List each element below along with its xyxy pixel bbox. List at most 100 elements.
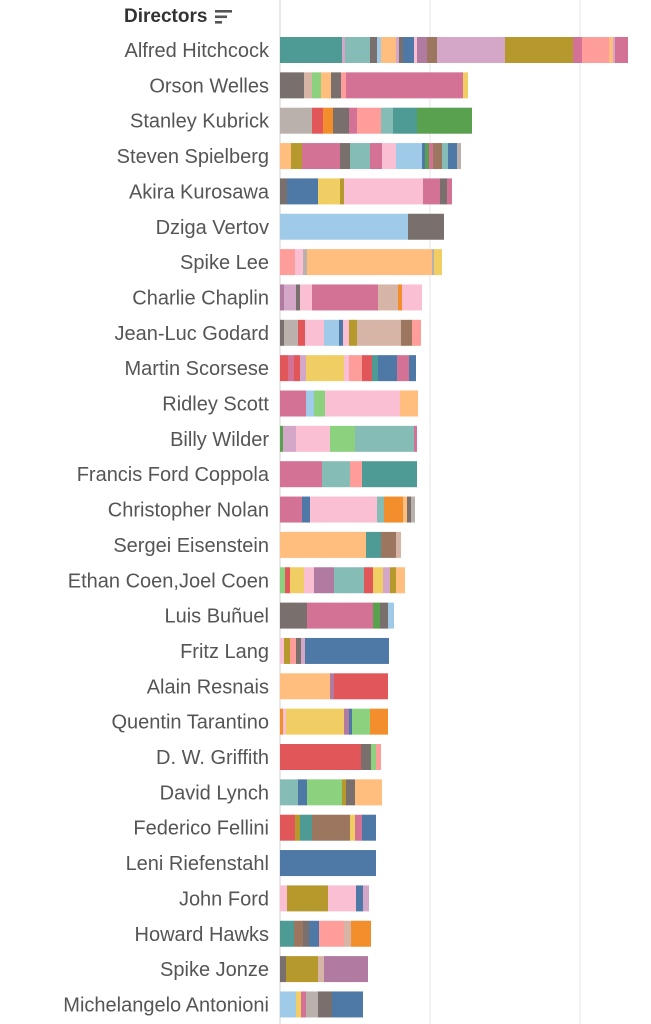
- bar-segment[interactable]: [411, 496, 415, 523]
- bar-segment[interactable]: [582, 37, 609, 63]
- bar-segment[interactable]: [312, 107, 323, 134]
- bar-segment[interactable]: [306, 390, 314, 417]
- bar-segment[interactable]: [294, 920, 303, 947]
- bar-segment[interactable]: [349, 107, 357, 134]
- bar-segment[interactable]: [339, 319, 343, 346]
- bar-segment[interactable]: [280, 744, 283, 770]
- director-bar[interactable]: [280, 178, 452, 205]
- bar-segment[interactable]: [284, 319, 298, 346]
- bar-segment[interactable]: [280, 249, 295, 276]
- director-label[interactable]: Quentin Tarantino: [111, 712, 269, 734]
- director-bar[interactable]: [280, 991, 363, 1018]
- bar-segment[interactable]: [280, 779, 298, 806]
- bar-segment[interactable]: [306, 991, 318, 1018]
- bar-segment[interactable]: [609, 37, 613, 63]
- bar-segment[interactable]: [432, 249, 434, 276]
- bar-segment[interactable]: [352, 708, 370, 735]
- bar-segment[interactable]: [362, 814, 376, 841]
- bar-segment[interactable]: [457, 143, 461, 170]
- bar-segment[interactable]: [397, 355, 409, 382]
- bar-segment[interactable]: [349, 708, 352, 735]
- director-bar[interactable]: [280, 602, 394, 629]
- bar-segment[interactable]: [613, 37, 615, 63]
- bar-segment[interactable]: [463, 72, 468, 99]
- bar-segment[interactable]: [314, 567, 334, 594]
- bar-segment[interactable]: [333, 107, 349, 134]
- bar-segment[interactable]: [280, 319, 284, 346]
- bar-segment[interactable]: [280, 850, 376, 877]
- bar-segment[interactable]: [396, 37, 399, 63]
- bar-segment[interactable]: [355, 779, 382, 806]
- bar-segment[interactable]: [284, 637, 290, 664]
- bar-segment[interactable]: [287, 178, 318, 205]
- director-label[interactable]: Sergei Eisenstein: [113, 535, 269, 557]
- director-bar[interactable]: [280, 390, 418, 417]
- director-label[interactable]: Ethan Coen,Joel Coen: [68, 570, 269, 592]
- bar-segment[interactable]: [307, 249, 432, 276]
- bar-segment[interactable]: [372, 355, 378, 382]
- bar-segment[interactable]: [296, 425, 330, 452]
- bar-segment[interactable]: [407, 496, 411, 523]
- director-label[interactable]: Dziga Vertov: [156, 217, 269, 239]
- bar-segment[interactable]: [378, 355, 397, 382]
- bar-segment[interactable]: [280, 390, 306, 417]
- director-bar[interactable]: [280, 779, 382, 806]
- bar-segment[interactable]: [280, 885, 287, 912]
- bar-segment[interactable]: [377, 496, 384, 523]
- bar-segment[interactable]: [417, 107, 472, 134]
- bar-segment[interactable]: [357, 107, 381, 134]
- bar-segment[interactable]: [448, 143, 457, 170]
- bar-segment[interactable]: [321, 72, 331, 99]
- director-label[interactable]: Martin Scorsese: [125, 358, 270, 380]
- director-label[interactable]: Alain Resnais: [147, 676, 269, 698]
- director-bar[interactable]: [280, 107, 472, 134]
- bar-segment[interactable]: [280, 37, 342, 63]
- bar-segment[interactable]: [398, 284, 402, 311]
- bar-segment[interactable]: [351, 920, 371, 947]
- bar-segment[interactable]: [442, 143, 448, 170]
- bar-segment[interactable]: [343, 319, 349, 346]
- bar-segment[interactable]: [408, 213, 444, 240]
- director-bar[interactable]: [280, 213, 444, 240]
- bar-segment[interactable]: [350, 814, 355, 841]
- bar-segment[interactable]: [384, 496, 403, 523]
- bar-segment[interactable]: [346, 779, 355, 806]
- bar-segment[interactable]: [322, 461, 350, 488]
- bar-segment[interactable]: [304, 72, 312, 99]
- bar-segment[interactable]: [283, 425, 296, 452]
- bar-segment[interactable]: [328, 885, 356, 912]
- director-bar[interactable]: [280, 496, 415, 523]
- bar-segment[interactable]: [296, 637, 301, 664]
- bar-segment[interactable]: [334, 673, 388, 700]
- bar-segment[interactable]: [318, 178, 340, 205]
- director-label[interactable]: Spike Jonze: [160, 959, 269, 981]
- bar-segment[interactable]: [409, 355, 416, 382]
- bar-segment[interactable]: [324, 956, 368, 983]
- director-label[interactable]: Jean-Luc Godard: [114, 323, 269, 345]
- bar-segment[interactable]: [280, 814, 295, 841]
- bar-segment[interactable]: [362, 355, 372, 382]
- bar-segment[interactable]: [330, 673, 334, 700]
- bar-segment[interactable]: [402, 284, 422, 311]
- director-label[interactable]: Federico Fellini: [133, 818, 269, 840]
- director-label[interactable]: Michelangelo Antonioni: [63, 994, 269, 1016]
- bar-segment[interactable]: [377, 37, 381, 63]
- director-bar[interactable]: [280, 637, 389, 664]
- bar-segment[interactable]: [342, 37, 345, 63]
- bar-segment[interactable]: [340, 143, 350, 170]
- bar-segment[interactable]: [280, 213, 408, 240]
- bar-segment[interactable]: [283, 708, 286, 735]
- bar-segment[interactable]: [440, 178, 447, 205]
- bar-segment[interactable]: [323, 107, 333, 134]
- bar-segment[interactable]: [300, 814, 312, 841]
- bar-segment[interactable]: [306, 355, 344, 382]
- bar-segment[interactable]: [280, 956, 286, 983]
- director-bar[interactable]: [280, 531, 401, 558]
- bar-segment[interactable]: [396, 567, 405, 594]
- bar-segment[interactable]: [294, 355, 300, 382]
- bar-segment[interactable]: [325, 390, 400, 417]
- bar-segment[interactable]: [312, 284, 378, 311]
- bar-segment[interactable]: [280, 355, 288, 382]
- bar-segment[interactable]: [330, 425, 355, 452]
- director-label[interactable]: Spike Lee: [180, 252, 269, 274]
